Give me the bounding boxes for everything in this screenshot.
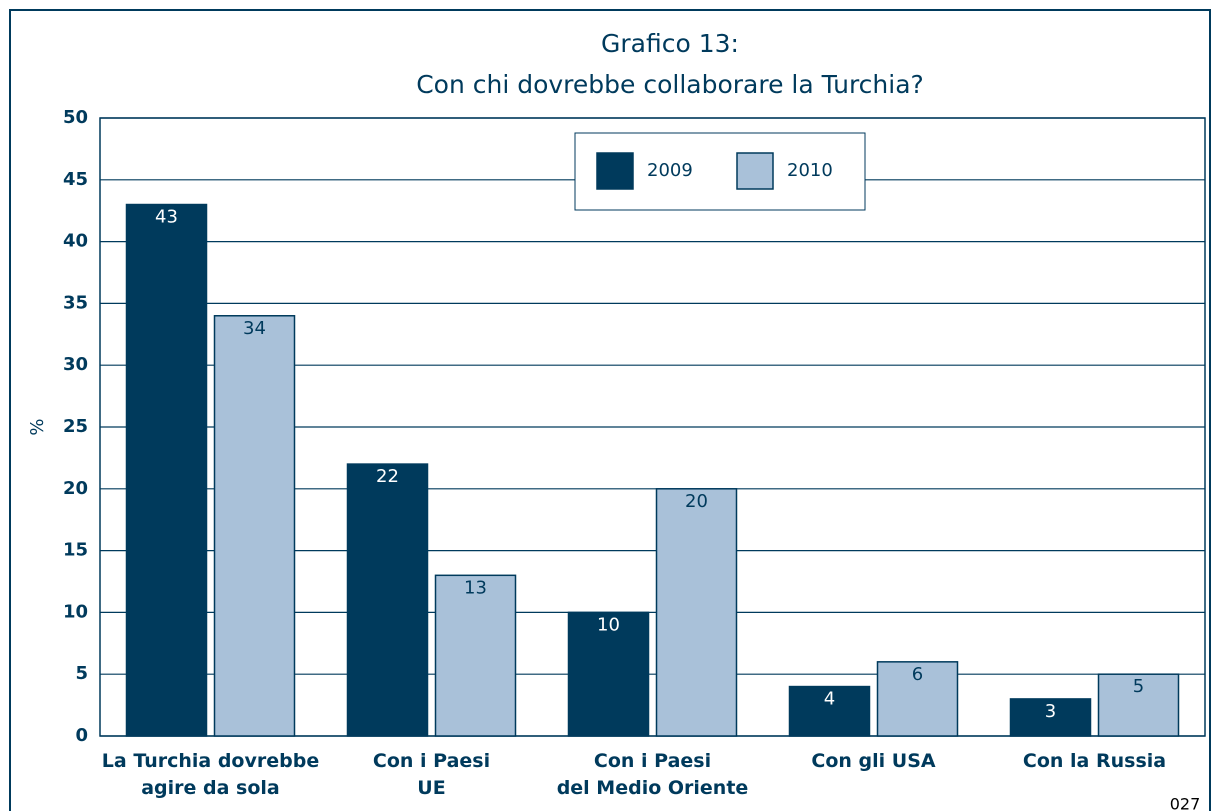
- y-tick-label: 5: [75, 663, 88, 684]
- y-tick-label: 40: [63, 231, 88, 252]
- y-tick-label: 25: [63, 416, 88, 437]
- data-label: 43: [155, 207, 178, 228]
- data-label: 6: [912, 664, 923, 685]
- data-label: 10: [597, 614, 620, 635]
- y-tick-label: 0: [75, 725, 88, 746]
- data-label: 4: [824, 689, 835, 710]
- y-tick-label: 50: [63, 107, 88, 128]
- bar: [788, 685, 871, 737]
- plot-border: [99, 117, 1206, 737]
- y-axis-label: %: [27, 418, 48, 435]
- legend-label: 2009: [647, 160, 693, 181]
- chart-title: Grafico 13:: [601, 29, 739, 58]
- x-tick-label: La Turchia dovrebbe agire da sola: [101, 750, 320, 799]
- page-number: 027: [1170, 795, 1201, 811]
- data-label: 3: [1045, 701, 1056, 722]
- y-tick-label: 30: [63, 354, 88, 375]
- legend-swatch: [596, 152, 634, 190]
- legend-swatch: [736, 152, 774, 190]
- bar: [876, 661, 959, 737]
- data-label: 20: [685, 491, 708, 512]
- frame: [9, 9, 1211, 811]
- x-tick-label: Con gli USA: [811, 750, 936, 772]
- y-tick-label: 10: [63, 601, 88, 622]
- bar: [125, 203, 208, 737]
- bar: [1097, 673, 1180, 737]
- y-tick-label: 45: [63, 169, 88, 190]
- y-tick-label: 20: [63, 478, 88, 499]
- bar: [213, 315, 296, 737]
- data-label: 5: [1133, 676, 1144, 697]
- data-label: 13: [464, 577, 487, 598]
- legend-label: 2010: [787, 160, 833, 181]
- bar: [346, 463, 429, 737]
- x-tick-label: Con la Russia: [1022, 750, 1167, 772]
- bar: [434, 574, 517, 737]
- x-tick-label: Con i Paesi del Medio Oriente: [556, 750, 749, 799]
- bar: [655, 488, 738, 737]
- x-tick-label: Con i Paesi UE: [372, 750, 491, 799]
- data-label: 34: [243, 318, 266, 339]
- y-tick-label: 35: [63, 292, 88, 313]
- bar: [567, 611, 650, 737]
- chart-subtitle: Con chi dovrebbe collaborare la Turchia?: [416, 70, 924, 99]
- y-tick-label: 15: [63, 540, 88, 561]
- bar: [1009, 698, 1092, 737]
- data-label: 22: [376, 466, 399, 487]
